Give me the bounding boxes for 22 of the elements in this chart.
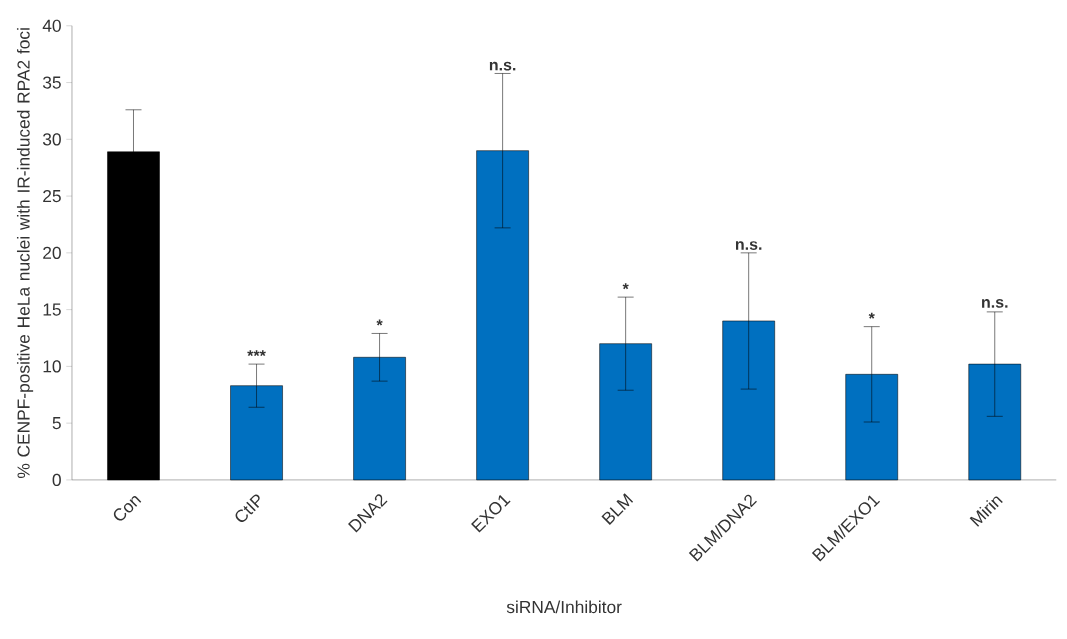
y-tick-label: 25 bbox=[43, 190, 61, 203]
annotation: n.s. bbox=[735, 241, 762, 250]
annotation: * bbox=[622, 283, 629, 290]
x-tick-label: Con bbox=[113, 496, 142, 521]
y-tick-label: 5 bbox=[52, 417, 61, 430]
annotation: *** bbox=[247, 350, 266, 357]
bar bbox=[845, 374, 898, 481]
y-axis-title: % CENPF-positive HeLa nuclei with IR-induced RPA2 foci bbox=[16, 28, 34, 479]
y-tick-label: 20 bbox=[43, 246, 61, 260]
y-tick-label: 30 bbox=[42, 133, 61, 146]
y-tick-label: 15 bbox=[43, 303, 61, 316]
x-axis-title: siRNA/Inhibitor bbox=[506, 600, 622, 614]
y-tick-label: 10 bbox=[43, 360, 61, 373]
y-tick-label: 0 bbox=[52, 473, 61, 487]
annotation: * bbox=[868, 312, 875, 319]
y-tick-label: 40 bbox=[42, 19, 61, 32]
annotation: n.s. bbox=[982, 299, 1008, 308]
annotation: * bbox=[376, 319, 383, 326]
y-tick-label: 35 bbox=[42, 76, 61, 89]
annotation: n.s. bbox=[489, 61, 516, 71]
bar bbox=[353, 357, 406, 481]
x-tick-label: CtIP bbox=[235, 494, 260, 522]
